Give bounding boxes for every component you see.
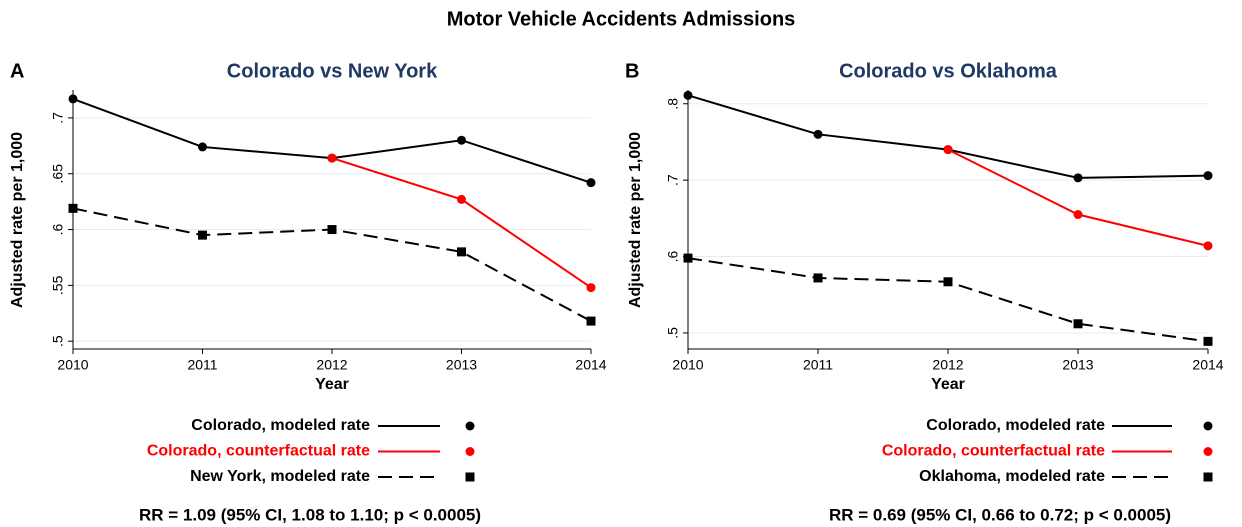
legend-marker	[465, 447, 475, 456]
data-point	[457, 194, 466, 204]
legend-label: Oklahoma, modeled rate	[919, 468, 1105, 485]
annotation: RR = 1.09 (95% CI, 1.08 to 1.10; p < 0.0…	[139, 505, 481, 524]
data-point	[1203, 171, 1213, 181]
annotation: RR = 0.69 (95% CI, 0.66 to 0.72; p < 0.0…	[829, 505, 1171, 524]
y-tick-label: .8	[665, 98, 681, 110]
data-point	[327, 153, 337, 163]
y-tick-label: .6	[665, 251, 681, 263]
y-axis-label: Adjusted rate per 1,000	[9, 132, 26, 308]
data-point	[68, 203, 78, 213]
data-point	[586, 316, 596, 326]
figure-title: Motor Vehicle Accidents Admissions	[447, 8, 796, 30]
data-point	[327, 225, 337, 235]
data-point	[1203, 336, 1213, 346]
y-tick-label: .65	[50, 164, 66, 184]
data-point	[1073, 319, 1083, 329]
y-tick-label: .5	[665, 327, 681, 339]
panel-label: A	[10, 60, 24, 82]
legend-marker	[1203, 421, 1213, 431]
data-point	[1073, 173, 1083, 183]
series-line	[331, 157, 592, 289]
series-line	[687, 94, 1209, 179]
x-tick-label: 2010	[57, 357, 88, 373]
x-tick-label: 2012	[932, 357, 963, 373]
x-tick-label: 2012	[316, 357, 347, 373]
data-point	[457, 135, 466, 145]
y-tick-label: .7	[665, 174, 681, 186]
data-point	[683, 90, 693, 100]
data-point	[943, 277, 953, 287]
x-tick-label: 2011	[803, 357, 833, 373]
y-tick-label: .7	[50, 112, 66, 124]
data-point	[813, 129, 823, 139]
series-line	[72, 97, 592, 184]
data-point	[683, 253, 693, 263]
x-tick-label: 2011	[187, 357, 217, 373]
data-point	[198, 230, 207, 240]
x-tick-label: 2013	[446, 357, 477, 373]
data-point	[586, 283, 596, 293]
x-tick-label: 2014	[575, 357, 606, 373]
data-point	[1073, 210, 1083, 220]
series-line	[947, 148, 1209, 247]
x-tick-label: 2013	[1062, 357, 1093, 373]
x-tick-label: 2010	[672, 357, 703, 373]
legend-label: Colorado, modeled rate	[191, 417, 370, 434]
data-point	[813, 273, 823, 283]
y-tick-label: .55	[50, 275, 66, 295]
legend-marker	[465, 472, 475, 482]
data-point	[943, 145, 953, 155]
x-axis-label: Year	[315, 376, 349, 393]
legend-marker	[1203, 447, 1213, 456]
data-point	[68, 94, 78, 104]
data-point	[586, 178, 596, 188]
x-axis-label: Year	[931, 376, 965, 393]
panel-title: Colorado vs New York	[227, 60, 438, 82]
panel-label: B	[625, 60, 639, 82]
legend-label: New York, modeled rate	[190, 468, 370, 485]
data-point	[198, 142, 207, 152]
y-axis-label: Adjusted rate per 1,000	[627, 132, 644, 308]
legend-label: Colorado, modeled rate	[926, 417, 1105, 434]
legend-marker	[465, 421, 475, 431]
series-line	[687, 257, 1209, 343]
y-tick-label: .5	[50, 335, 66, 347]
x-tick-label: 2014	[1192, 357, 1223, 373]
legend-label: Colorado, counterfactual rate	[882, 443, 1105, 460]
legend-label: Colorado, counterfactual rate	[147, 443, 370, 460]
legend-marker	[1203, 472, 1213, 482]
y-tick-label: .6	[50, 224, 66, 236]
data-point	[1203, 241, 1213, 251]
data-point	[457, 247, 466, 257]
panel-title: Colorado vs Oklahoma	[839, 60, 1058, 82]
